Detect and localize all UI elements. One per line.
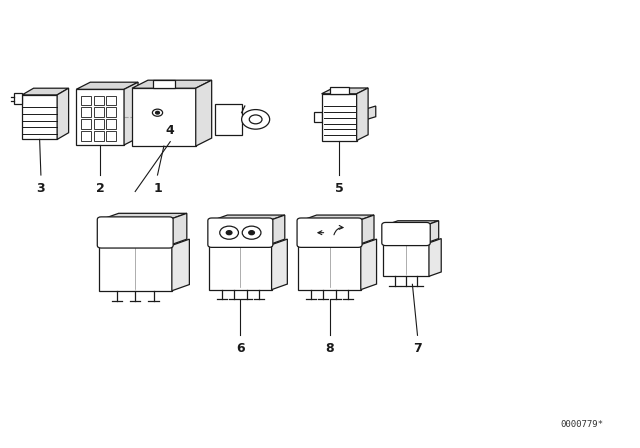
Polygon shape xyxy=(132,80,212,88)
Polygon shape xyxy=(298,245,361,290)
Polygon shape xyxy=(124,82,138,145)
Circle shape xyxy=(242,110,269,129)
Polygon shape xyxy=(132,88,196,146)
Circle shape xyxy=(220,226,239,239)
Polygon shape xyxy=(429,238,441,276)
Text: 6: 6 xyxy=(236,342,244,355)
Polygon shape xyxy=(57,88,68,139)
FancyBboxPatch shape xyxy=(81,131,92,141)
FancyBboxPatch shape xyxy=(382,223,430,246)
FancyBboxPatch shape xyxy=(94,131,104,141)
Polygon shape xyxy=(321,88,368,94)
FancyBboxPatch shape xyxy=(94,119,104,129)
Text: 2: 2 xyxy=(96,182,104,195)
Polygon shape xyxy=(99,246,172,291)
FancyBboxPatch shape xyxy=(106,119,116,129)
FancyBboxPatch shape xyxy=(94,107,104,117)
Text: 1: 1 xyxy=(153,182,162,195)
Text: 7: 7 xyxy=(413,342,422,355)
Polygon shape xyxy=(386,221,438,225)
Polygon shape xyxy=(356,106,376,122)
Polygon shape xyxy=(212,215,285,221)
Polygon shape xyxy=(314,112,321,122)
Polygon shape xyxy=(22,95,57,139)
Polygon shape xyxy=(271,239,287,290)
Polygon shape xyxy=(321,94,356,141)
Polygon shape xyxy=(358,215,374,245)
Circle shape xyxy=(242,226,261,239)
Polygon shape xyxy=(22,88,68,95)
Text: 3: 3 xyxy=(36,182,45,195)
FancyBboxPatch shape xyxy=(153,80,175,88)
Polygon shape xyxy=(170,213,187,246)
Circle shape xyxy=(152,109,163,116)
Text: 0000779*: 0000779* xyxy=(561,420,604,429)
FancyBboxPatch shape xyxy=(330,87,349,94)
Circle shape xyxy=(227,231,232,235)
Circle shape xyxy=(249,231,254,235)
Polygon shape xyxy=(101,213,187,220)
FancyBboxPatch shape xyxy=(81,95,92,105)
FancyBboxPatch shape xyxy=(106,95,116,105)
Text: 5: 5 xyxy=(335,182,344,195)
FancyBboxPatch shape xyxy=(106,131,116,141)
FancyBboxPatch shape xyxy=(97,217,173,248)
Polygon shape xyxy=(383,243,429,276)
Text: 4: 4 xyxy=(166,124,175,137)
FancyBboxPatch shape xyxy=(81,119,92,129)
Polygon shape xyxy=(76,89,124,145)
Polygon shape xyxy=(215,104,242,135)
Polygon shape xyxy=(269,215,285,245)
FancyBboxPatch shape xyxy=(81,107,92,117)
FancyBboxPatch shape xyxy=(94,95,104,105)
Polygon shape xyxy=(172,239,189,291)
Polygon shape xyxy=(301,215,374,221)
Text: 8: 8 xyxy=(325,342,334,355)
FancyBboxPatch shape xyxy=(106,107,116,117)
Polygon shape xyxy=(209,245,271,290)
FancyBboxPatch shape xyxy=(297,218,362,247)
Circle shape xyxy=(156,112,159,114)
Polygon shape xyxy=(361,239,376,290)
Polygon shape xyxy=(426,221,438,243)
Circle shape xyxy=(249,115,262,124)
FancyBboxPatch shape xyxy=(208,218,273,247)
Polygon shape xyxy=(76,82,138,89)
Polygon shape xyxy=(196,80,212,146)
Polygon shape xyxy=(356,88,368,141)
Polygon shape xyxy=(15,93,22,104)
